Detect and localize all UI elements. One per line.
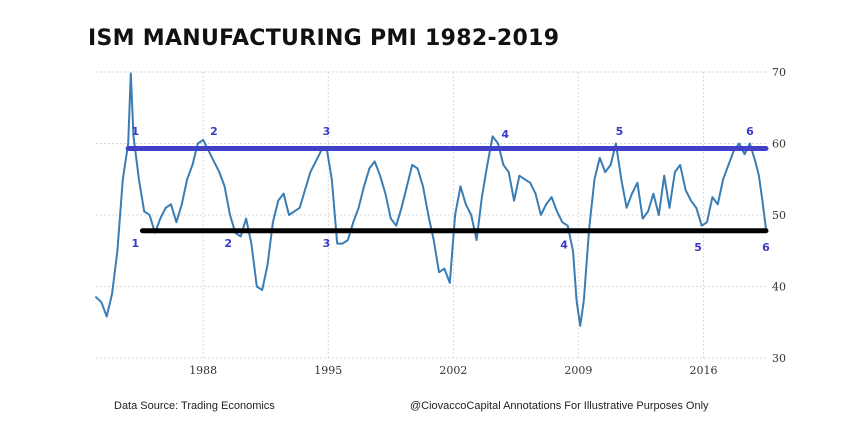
data-source-label: Data Source: Trading Economics — [114, 400, 275, 412]
y-tick-label: 40 — [772, 281, 786, 294]
y-tick-label: 30 — [772, 352, 786, 365]
pmi-series-line — [95, 72, 767, 327]
upper-annotation-5: 5 — [616, 125, 624, 138]
x-tick-label: 2016 — [689, 364, 717, 377]
lower-annotation-5: 5 — [694, 241, 702, 254]
gridlines — [96, 71, 766, 359]
credit-label: @CiovaccoCapital Annotations For Illustr… — [410, 400, 709, 412]
upper-annotation-4: 4 — [501, 128, 509, 141]
annotations: 1 2 3 4 5 6 1 2 3 4 5 6 — [131, 125, 770, 254]
upper-annotation-6: 6 — [746, 125, 754, 138]
lower-annotation-2: 2 — [224, 237, 232, 250]
y-axis: 30 40 50 60 70 — [772, 66, 786, 365]
y-tick-label: 60 — [772, 138, 786, 151]
upper-annotation-1: 1 — [131, 125, 139, 138]
chart-title: ISM MANUFACTURING PMI 1982-2019 — [88, 26, 560, 51]
lower-annotation-6: 6 — [762, 241, 770, 254]
lower-annotation-4: 4 — [560, 239, 568, 252]
y-tick-label: 70 — [772, 66, 786, 79]
x-axis: 1988 1995 2002 2009 2016 — [189, 364, 717, 377]
y-tick-label: 50 — [772, 209, 786, 222]
x-tick-label: 1988 — [189, 364, 217, 377]
upper-annotation-3: 3 — [323, 125, 331, 138]
series-layer — [95, 72, 767, 327]
reference-lines — [125, 146, 769, 234]
x-tick-label: 2009 — [564, 364, 592, 377]
x-tick-label: 2002 — [439, 364, 467, 377]
lower-annotation-3: 3 — [323, 237, 331, 250]
x-tick-label: 1995 — [314, 364, 342, 377]
upper-annotation-2: 2 — [210, 125, 218, 138]
lower-annotation-1: 1 — [131, 237, 139, 250]
